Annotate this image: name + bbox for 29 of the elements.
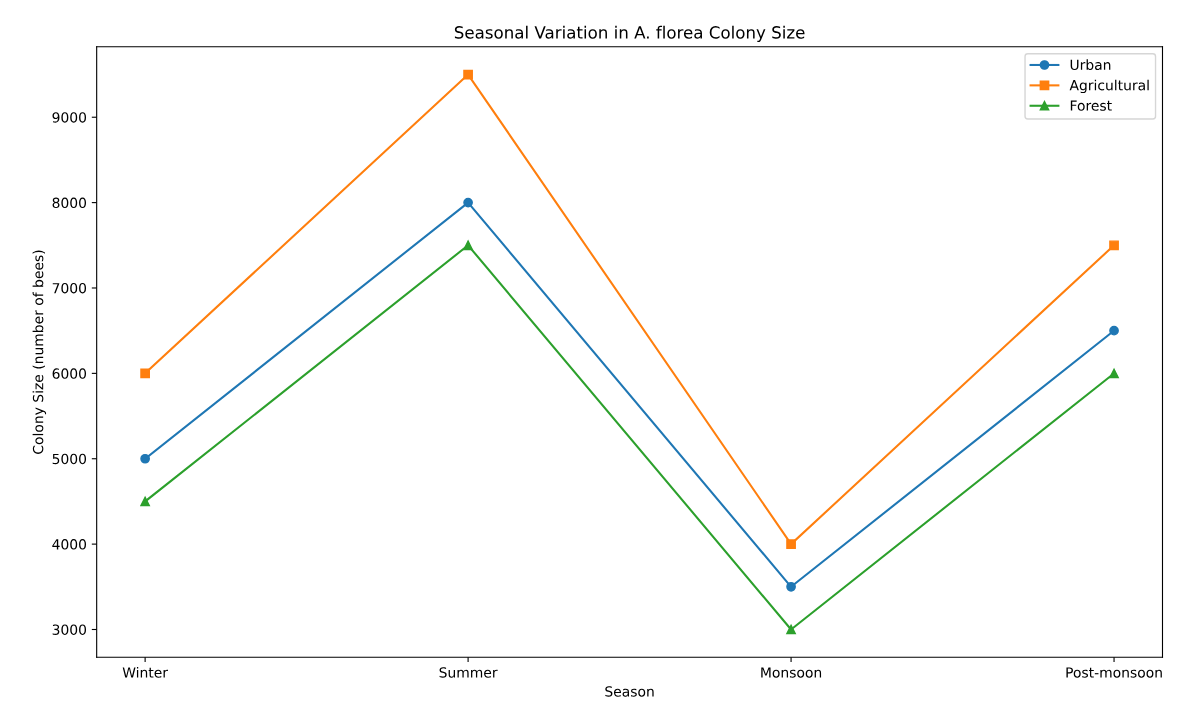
y-tick-label: 4000 — [52, 539, 87, 550]
point — [463, 240, 473, 251]
legend-label: Urban — [1070, 59, 1111, 71]
point — [1109, 325, 1119, 336]
y-tick-label: 9000 — [52, 112, 87, 123]
y-tick-label: 3000 — [52, 624, 87, 635]
legend-label: Forest — [1070, 100, 1112, 111]
point — [786, 624, 796, 635]
y-tick-label: 6000 — [52, 368, 87, 379]
point — [786, 581, 796, 592]
legend-label: Agricultural — [1069, 79, 1149, 94]
y-tick-label: 7000 — [52, 282, 87, 294]
point — [786, 539, 796, 549]
point — [1109, 368, 1119, 379]
x-tick-label: Summer — [439, 667, 498, 678]
x-tick-label: Monsoon — [761, 667, 822, 678]
point — [140, 496, 150, 507]
x-axis-title: Season — [605, 686, 654, 697]
y-axis-title: Colony Size (number of bees) — [32, 250, 47, 454]
chart-title: Seasonal Variation in A. florea Colony Size — [454, 25, 805, 42]
point — [463, 197, 473, 208]
point — [1109, 240, 1119, 251]
y-tick-label: 8000 — [52, 197, 87, 209]
x-tick-label: Post-monsoon — [1066, 667, 1162, 678]
point — [140, 453, 150, 464]
point — [140, 368, 150, 379]
point — [463, 69, 473, 80]
y-tick-label: 5000 — [52, 453, 87, 465]
x-tick-label: Winter — [122, 666, 169, 678]
